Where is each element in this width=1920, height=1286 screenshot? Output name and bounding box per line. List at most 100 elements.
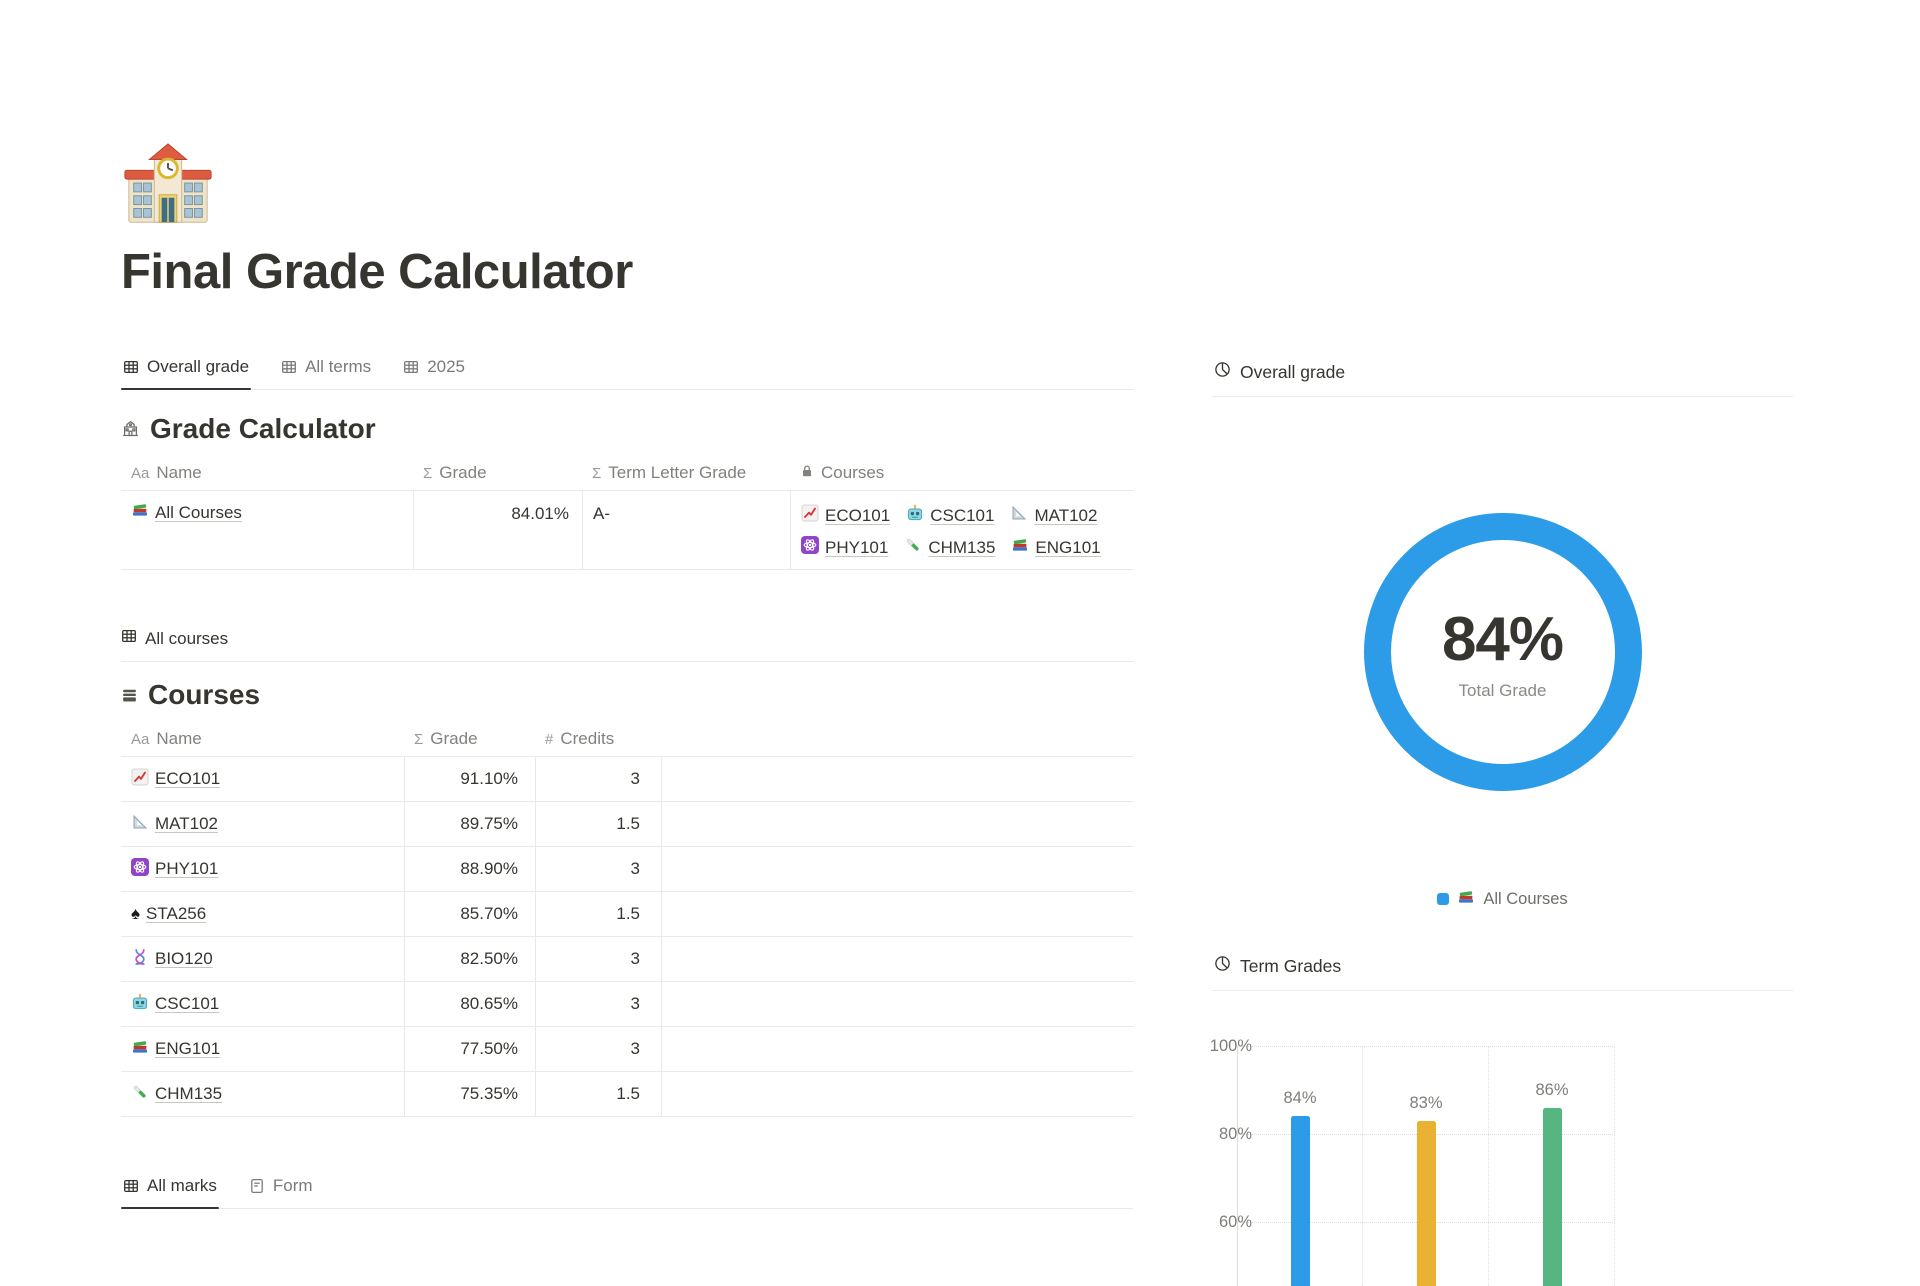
- tab-overall-grade[interactable]: Overall grade: [121, 357, 252, 390]
- hash-icon: #: [545, 731, 554, 748]
- courses-title[interactable]: Courses: [148, 679, 261, 710]
- page-link-all-courses[interactable]: All Courses: [131, 501, 242, 524]
- y-axis-tick-label: 60%: [1218, 1213, 1252, 1231]
- tab-form[interactable]: Form: [247, 1176, 315, 1208]
- column-header-courses[interactable]: Courses: [790, 456, 1133, 490]
- grade-cell[interactable]: 85.70%: [404, 892, 535, 936]
- name-cell: CHM135: [121, 1072, 404, 1116]
- table-row: CHM135 75.35% 1.5: [121, 1072, 1133, 1117]
- course-link-sta256[interactable]: ♠ STA256: [131, 904, 206, 924]
- grade-cell[interactable]: 77.50%: [404, 1027, 535, 1071]
- tab-2025[interactable]: 2025: [401, 357, 467, 389]
- course-link-chm135[interactable]: CHM135: [904, 536, 995, 559]
- grade-cell[interactable]: 80.65%: [404, 982, 535, 1026]
- form-icon: [249, 1178, 265, 1194]
- credits-cell[interactable]: 3: [535, 847, 661, 891]
- empty-cell: [661, 757, 1133, 801]
- name-cell: MAT102: [121, 802, 404, 846]
- course-link-csc101[interactable]: CSC101: [131, 993, 219, 1016]
- bar-term-1: [1290, 1116, 1310, 1286]
- column-header-term-letter-grade[interactable]: Σ Term Letter Grade: [582, 456, 790, 490]
- charts-panel: Overall grade 84% Total Grade All Course…: [1210, 352, 1793, 1286]
- ruler-icon: [1010, 504, 1028, 527]
- spade-icon: ♠: [131, 904, 141, 923]
- grade-cell[interactable]: 91.10%: [404, 757, 535, 801]
- bar-term-2: [1416, 1120, 1436, 1286]
- table-icon: [123, 359, 139, 375]
- legend-label: All Courses: [1483, 889, 1568, 908]
- sum-icon: Σ: [592, 465, 602, 482]
- bar-value-label: 83%: [1409, 1093, 1443, 1112]
- course-link-mat102[interactable]: MAT102: [131, 813, 218, 836]
- empty-cell: [661, 847, 1133, 891]
- column-header-name[interactable]: Aa Name: [121, 456, 413, 490]
- column-header-label: Name: [156, 729, 202, 748]
- grade-cell[interactable]: 75.35%: [404, 1072, 535, 1116]
- credits-cell[interactable]: 1.5: [535, 1072, 661, 1116]
- grade-calculator-heading: Grade Calculator: [121, 412, 1133, 446]
- tab-all-marks[interactable]: All marks: [121, 1176, 219, 1209]
- empty-cell: [661, 1072, 1133, 1116]
- column-header-grade[interactable]: Σ Grade: [413, 456, 582, 490]
- credits-cell[interactable]: 1.5: [535, 892, 661, 936]
- column-header-credits[interactable]: # Credits: [535, 722, 661, 756]
- tab-all-terms[interactable]: All terms: [279, 357, 373, 389]
- credits-cell[interactable]: 1.5: [535, 802, 661, 846]
- credits-cell[interactable]: 3: [535, 757, 661, 801]
- grade-calculator-title[interactable]: Grade Calculator: [150, 413, 376, 444]
- donut-ring: 84% Total Grade: [1363, 513, 1642, 791]
- tab-label: All marks: [147, 1176, 217, 1195]
- legend-item-all-courses[interactable]: All Courses: [1212, 888, 1793, 910]
- grade-cell[interactable]: 84.01%: [413, 491, 582, 569]
- table-row: ECO101 91.10% 3: [121, 756, 1133, 802]
- course-link-eco101[interactable]: ECO101: [131, 768, 220, 791]
- atom-icon: [801, 536, 819, 559]
- grade-cell[interactable]: 88.90%: [404, 847, 535, 891]
- column-header-name[interactable]: Aa Name: [121, 722, 404, 756]
- name-cell: ♠ STA256: [121, 892, 404, 936]
- courses-links: ECO101 CSC101 MAT102 PHY101 CHM135 ENG101: [801, 501, 1123, 559]
- credits-cell[interactable]: 3: [535, 982, 661, 1026]
- courses-heading: Courses: [121, 678, 1133, 712]
- chart-up-icon: [801, 504, 819, 527]
- table-header-row: Aa Name Σ Grade Σ Term Letter Grade Courses: [121, 456, 1133, 490]
- lock-icon: [800, 463, 814, 483]
- database-icon: [121, 679, 138, 711]
- text-icon: Aa: [131, 465, 150, 482]
- credits-cell[interactable]: 3: [535, 1027, 661, 1071]
- course-link-csc101[interactable]: CSC101: [906, 504, 994, 527]
- tab-label: 2025: [427, 357, 466, 376]
- gridline-vertical: [1362, 1046, 1363, 1286]
- page-link-label: ECO101: [825, 505, 891, 525]
- table-icon: [403, 359, 419, 375]
- bar-chart-plot-area: 100% 80% 60% 84% 83% 86%: [1210, 1037, 1615, 1286]
- course-link-eng101[interactable]: ENG101: [1011, 536, 1101, 559]
- name-cell: All Courses: [121, 491, 413, 569]
- course-link-phy101[interactable]: PHY101: [801, 536, 888, 559]
- table-row: CSC101 80.65% 3: [121, 982, 1133, 1027]
- term-grades-bar-chart: 100% 80% 60% 84% 83% 86%: [1210, 1037, 1793, 1286]
- atom-icon: [131, 857, 149, 881]
- bar-term-3: [1542, 1107, 1562, 1286]
- name-cell: BIO120: [121, 937, 404, 981]
- page-icon-school[interactable]: [121, 138, 215, 232]
- course-link-chm135[interactable]: CHM135: [131, 1083, 222, 1106]
- test-tube-icon: [904, 536, 922, 559]
- course-link-phy101[interactable]: PHY101: [131, 857, 218, 881]
- course-link-eco101[interactable]: ECO101: [801, 504, 890, 527]
- view-tab-strip-bottom: All marks Form: [121, 1165, 1133, 1209]
- course-link-mat102[interactable]: MAT102: [1010, 504, 1097, 527]
- course-link-bio120[interactable]: BIO120: [131, 948, 213, 971]
- school-building-icon: [121, 413, 140, 445]
- grade-cell[interactable]: 89.75%: [404, 802, 535, 846]
- credits-cell[interactable]: 3: [535, 937, 661, 981]
- course-link-eng101[interactable]: ENG101: [131, 1038, 220, 1061]
- grade-cell[interactable]: 82.50%: [404, 937, 535, 981]
- view-tab-all-courses[interactable]: All courses: [121, 628, 228, 649]
- term-letter-grade-cell[interactable]: A-: [582, 491, 790, 569]
- empty-cell: [661, 802, 1133, 846]
- page-title: Final Grade Calculator: [121, 245, 633, 299]
- test-tube-icon: [131, 1083, 149, 1106]
- column-header-grade[interactable]: Σ Grade: [404, 722, 535, 756]
- bar-value-label: 84%: [1283, 1089, 1317, 1108]
